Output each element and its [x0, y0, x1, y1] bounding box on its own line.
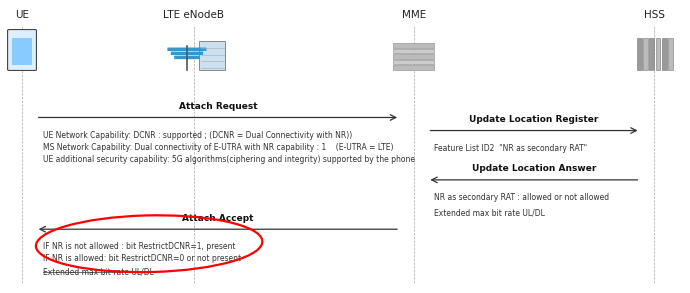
FancyBboxPatch shape	[643, 38, 648, 70]
FancyBboxPatch shape	[393, 65, 434, 70]
FancyBboxPatch shape	[8, 30, 37, 70]
FancyBboxPatch shape	[171, 52, 203, 55]
FancyBboxPatch shape	[637, 38, 642, 70]
FancyBboxPatch shape	[175, 56, 199, 59]
Text: Extended max bit rate UL/DL: Extended max bit rate UL/DL	[434, 209, 545, 218]
Text: LTE eNodeB: LTE eNodeB	[164, 10, 224, 20]
FancyBboxPatch shape	[656, 38, 660, 70]
Text: IF NR is not allowed : bit RestrictDCNR=1, present: IF NR is not allowed : bit RestrictDCNR=…	[43, 242, 235, 251]
Text: IF NR is allowed: bit RestrictDCNR=0 or not present: IF NR is allowed: bit RestrictDCNR=0 or …	[43, 254, 241, 263]
Text: Update Location Answer: Update Location Answer	[472, 164, 596, 173]
Text: MME: MME	[402, 10, 426, 20]
FancyBboxPatch shape	[668, 38, 673, 70]
Text: UE: UE	[15, 10, 29, 20]
Text: NR as secondary RAT : allowed or not allowed: NR as secondary RAT : allowed or not all…	[434, 193, 609, 202]
FancyBboxPatch shape	[12, 38, 32, 65]
Text: UE Network Capability: DCNR : supported ; (DCNR = Dual Connectivity with NR)): UE Network Capability: DCNR : supported …	[43, 131, 352, 139]
Text: Extended max bit rate UL/DL: Extended max bit rate UL/DL	[43, 268, 153, 277]
FancyBboxPatch shape	[168, 47, 206, 51]
Text: MS Network Capability: Dual connectivity of E-UTRA with NR capability : 1    (E-: MS Network Capability: Dual connectivity…	[43, 143, 393, 152]
FancyBboxPatch shape	[393, 54, 434, 59]
Text: UE additional security capability: 5G algorithms(ciphering and integrity) suppor: UE additional security capability: 5G al…	[43, 155, 415, 164]
Text: Feature List ID2  "NR as secondary RAT": Feature List ID2 "NR as secondary RAT"	[434, 144, 587, 153]
Text: HSS: HSS	[644, 10, 664, 20]
FancyBboxPatch shape	[393, 49, 434, 53]
FancyBboxPatch shape	[199, 40, 226, 70]
Text: Attach Request: Attach Request	[179, 102, 257, 111]
FancyBboxPatch shape	[393, 43, 434, 48]
FancyBboxPatch shape	[393, 60, 434, 64]
FancyBboxPatch shape	[649, 38, 654, 70]
Text: Attach Accept: Attach Accept	[182, 214, 254, 223]
FancyBboxPatch shape	[662, 38, 667, 70]
Text: Update Location Register: Update Location Register	[469, 115, 599, 124]
